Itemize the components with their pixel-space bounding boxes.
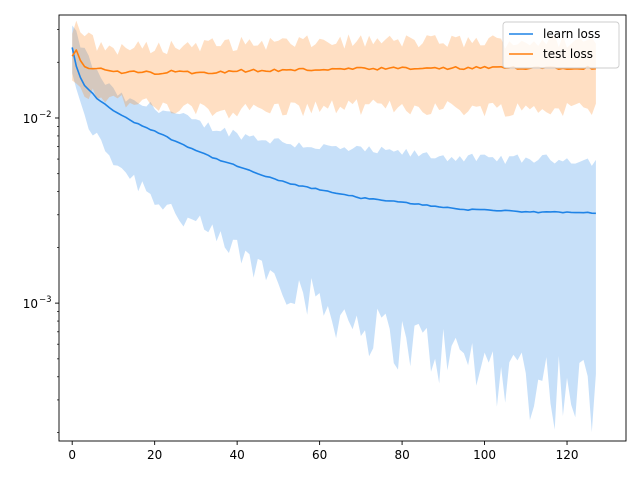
x-tick-label: 80 — [394, 448, 409, 462]
x-tick-label: 120 — [556, 448, 579, 462]
x-tick-label: 20 — [147, 448, 162, 462]
y-tick-label-exponent: −3 — [39, 295, 52, 305]
x-tick-label: 60 — [312, 448, 327, 462]
x-tick-label: 100 — [473, 448, 496, 462]
x-tick-label: 40 — [230, 448, 245, 462]
y-tick-label: 10 — [23, 297, 38, 311]
legend-label-test-loss: test loss — [543, 47, 593, 61]
legend: learn loss test loss — [502, 21, 620, 69]
y-tick-label: 10 — [23, 112, 38, 126]
axes-frame — [58, 14, 627, 442]
y-tick-label-exponent: −2 — [39, 110, 52, 120]
band-learn-loss — [72, 25, 596, 432]
line-learn-loss — [71, 47, 596, 215]
legend-label-learn-loss: learn loss — [543, 27, 600, 41]
x-tick-label: 0 — [68, 448, 76, 462]
